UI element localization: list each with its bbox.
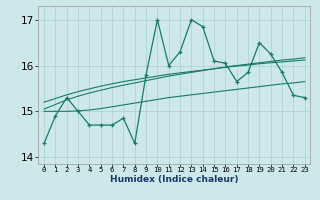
X-axis label: Humidex (Indice chaleur): Humidex (Indice chaleur) — [110, 175, 239, 184]
